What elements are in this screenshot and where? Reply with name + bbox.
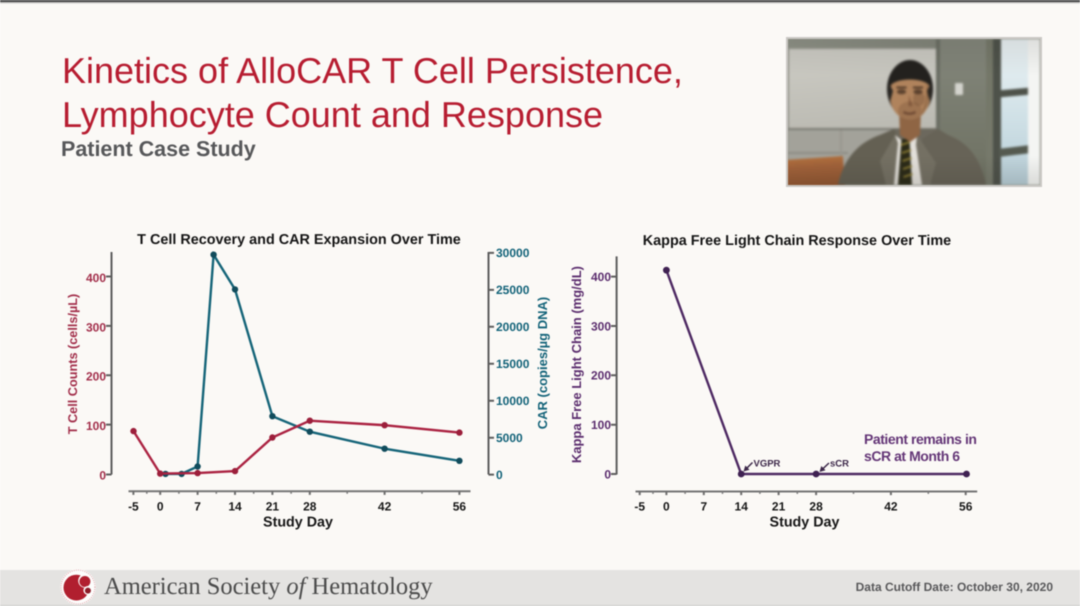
svg-text:400: 400 — [86, 271, 106, 285]
svg-text:-5: -5 — [634, 500, 645, 514]
svg-text:0: 0 — [663, 500, 670, 514]
svg-text:CAR (copies/µg DNA): CAR (copies/µg DNA) — [535, 297, 550, 429]
svg-text:0: 0 — [157, 500, 164, 514]
svg-text:sCR at Month 6: sCR at Month 6 — [864, 448, 960, 464]
svg-text:300: 300 — [86, 320, 106, 334]
svg-text:15000: 15000 — [496, 357, 530, 371]
svg-text:42: 42 — [884, 500, 898, 514]
svg-text:100: 100 — [86, 419, 106, 433]
svg-text:28: 28 — [809, 500, 823, 514]
svg-text:21: 21 — [266, 500, 280, 514]
svg-text:400: 400 — [591, 270, 611, 284]
svg-text:0: 0 — [604, 467, 611, 481]
svg-text:Study Day: Study Day — [770, 514, 840, 530]
svg-text:7: 7 — [194, 500, 201, 514]
svg-text:7: 7 — [700, 500, 707, 514]
svg-text:Study Day: Study Day — [263, 514, 333, 530]
svg-text:300: 300 — [591, 319, 611, 333]
svg-text:0: 0 — [99, 468, 106, 482]
svg-text:28: 28 — [303, 500, 317, 514]
svg-text:21: 21 — [772, 500, 786, 514]
svg-text:30000: 30000 — [496, 246, 530, 260]
svg-text:Patient remains in: Patient remains in — [864, 431, 977, 447]
svg-text:25000: 25000 — [496, 283, 530, 297]
svg-text:20000: 20000 — [496, 320, 530, 334]
svg-text:200: 200 — [86, 370, 106, 384]
svg-text:10000: 10000 — [496, 394, 530, 408]
svg-text:Kappa Free Light Chain Respons: Kappa Free Light Chain Response Over Tim… — [643, 233, 951, 249]
svg-text:Kappa Free Light Chain (mg/dL): Kappa Free Light Chain (mg/dL) — [569, 266, 584, 463]
svg-text:56: 56 — [453, 500, 467, 514]
svg-text:100: 100 — [591, 418, 611, 432]
svg-text:56: 56 — [959, 500, 973, 514]
svg-text:14: 14 — [228, 500, 242, 514]
svg-text:VGPR: VGPR — [754, 459, 781, 470]
svg-text:0: 0 — [496, 468, 503, 482]
svg-text:42: 42 — [378, 500, 392, 514]
svg-text:T Cell Recovery and CAR Expans: T Cell Recovery and CAR Expansion Over T… — [137, 232, 461, 248]
svg-text:T Cell Counts (cells/µL): T Cell Counts (cells/µL) — [66, 294, 80, 435]
svg-text:200: 200 — [591, 369, 611, 383]
svg-text:sCR: sCR — [830, 459, 849, 470]
svg-text:14: 14 — [735, 500, 749, 514]
svg-text:5000: 5000 — [496, 431, 523, 445]
svg-text:-5: -5 — [128, 500, 139, 514]
